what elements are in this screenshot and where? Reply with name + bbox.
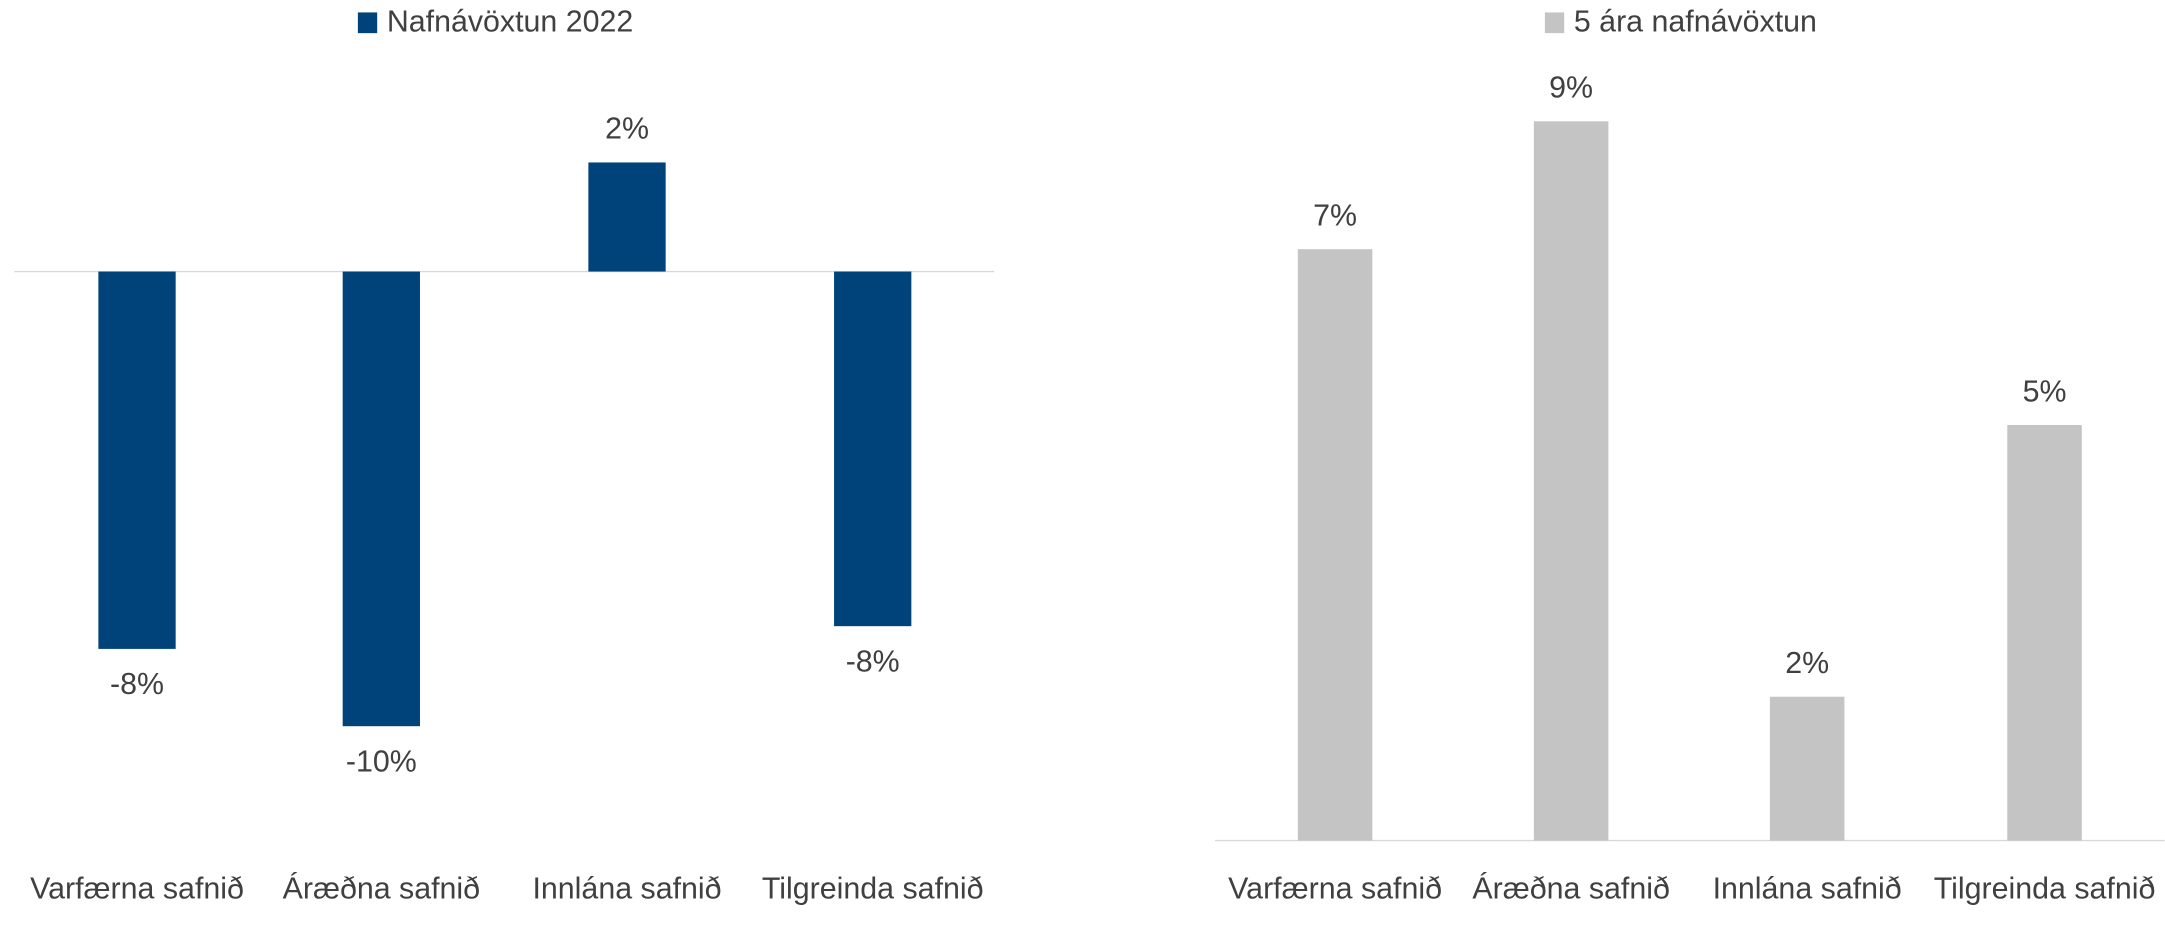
data-label: 2% <box>1785 647 1829 680</box>
x-tick-label-box: Innlána safnið <box>532 870 722 906</box>
data-label: -10% <box>346 745 417 778</box>
x-tick-label-box: Tilgreinda safnið <box>761 870 984 906</box>
x-tick-label-box: Varfærna safnið <box>30 870 244 906</box>
x-tick-label-box: Áræðna safnið <box>282 870 481 906</box>
data-label: 7% <box>1313 199 1357 232</box>
legend-label: Nafnávöxtun 2022 <box>387 5 633 38</box>
data-label: 2% <box>605 113 649 146</box>
bar <box>1533 121 1609 841</box>
data-label: 9% <box>1549 72 1593 105</box>
x-tick-label: Varfærna safnið <box>1228 870 1442 906</box>
x-tick-label: Varfærna safnið <box>30 870 244 906</box>
bar <box>1769 696 1845 841</box>
x-tick-label: Innlána safnið <box>1712 870 1902 906</box>
x-tick-label: Tilgreinda safnið <box>1933 870 2156 906</box>
bar <box>342 271 420 727</box>
x-tick-label-box: Áræðna safnið <box>1472 870 1670 906</box>
x-tick-label-box: Varfærna safnið <box>1228 870 1442 906</box>
legend-swatch <box>357 12 378 34</box>
x-tick-label-box: Tilgreinda safnið <box>1933 870 2156 906</box>
bar <box>834 271 912 627</box>
data-label: -8% <box>110 668 164 701</box>
data-label: -8% <box>846 645 900 678</box>
legend-label: 5 ára nafnávöxtun <box>1574 5 1817 38</box>
bar <box>1297 249 1373 841</box>
x-tick-label: Áræðna safnið <box>1472 870 1670 906</box>
data-label: 5% <box>2023 375 2067 408</box>
x-tick-label: Tilgreinda safnið <box>761 870 984 906</box>
x-tick-label: Áræðna safnið <box>282 870 481 906</box>
bar <box>588 162 666 272</box>
x-tick-label-box: Innlána safnið <box>1712 870 1902 906</box>
bar <box>2007 425 2082 841</box>
bar <box>98 271 176 649</box>
legend-swatch <box>1544 12 1565 34</box>
x-tick-label: Innlána safnið <box>532 870 722 906</box>
